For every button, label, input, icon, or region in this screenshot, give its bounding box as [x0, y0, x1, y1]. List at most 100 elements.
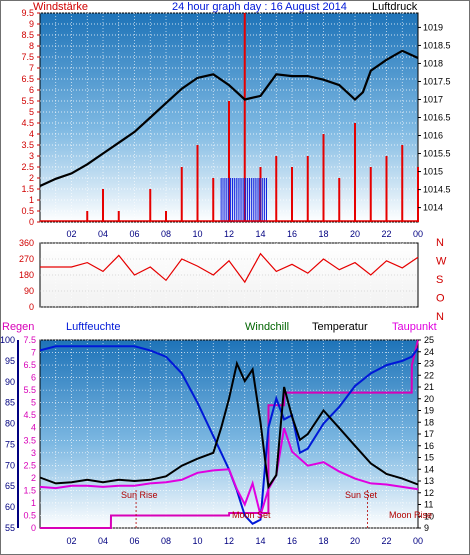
temp-tick-label: 19	[424, 406, 434, 416]
dewpoint-line	[39, 427, 419, 519]
right-tick-label: 1018	[423, 58, 443, 68]
right-tick-label: 1015	[423, 167, 443, 177]
compass-letter: N	[436, 311, 444, 323]
temp-tick-label: 10	[424, 511, 434, 521]
x-tick-label: 16	[287, 536, 297, 546]
direction-tick-label: 0	[29, 302, 34, 312]
temp-tick-label: 16	[424, 441, 434, 451]
sun-set-label: Sun Set	[345, 490, 378, 500]
left-tick-label: 9	[29, 19, 34, 29]
rain-tick-label: 5	[31, 398, 36, 408]
rain-tick-label: 4	[31, 423, 36, 433]
right-tick-label: 1015.5	[423, 149, 451, 159]
humidity-tick-label: 70	[5, 460, 15, 470]
rain-tick-label: 2	[31, 473, 36, 483]
humidity-tick-label: 75	[5, 439, 15, 449]
x-tick-label: 16	[287, 229, 297, 239]
x-tick-label: 04	[98, 536, 108, 546]
left-tick-label: 9.5	[21, 8, 34, 18]
temp-tick-label: 24	[424, 347, 434, 357]
rain-tick-label: 7	[31, 348, 36, 358]
rain-tick-label: 1.5	[23, 485, 36, 495]
windstaerke-label: Windstärke	[33, 1, 88, 13]
x-tick-label: 20	[350, 536, 360, 546]
x-tick-label: 02	[66, 536, 76, 546]
humidity-line	[39, 345, 419, 526]
x-tick-label: 06	[129, 536, 139, 546]
temp-tick-label: 25	[424, 335, 434, 345]
left-tick-label: 5.5	[21, 96, 34, 106]
left-tick-label: 0.5	[21, 206, 34, 216]
humidity-tick-label: 100	[0, 335, 15, 345]
left-tick-label: 1.5	[21, 184, 34, 194]
rain-tick-label: 5.5	[23, 385, 36, 395]
x-tick-label: 06	[129, 229, 139, 239]
temp-tick-label: 22	[424, 370, 434, 380]
x-tick-label: 08	[161, 536, 171, 546]
humidity-tick-label: 60	[5, 502, 15, 512]
left-tick-label: 4	[29, 129, 34, 139]
temp-tick-label: 23	[424, 359, 434, 369]
humidity-tick-label: 80	[5, 419, 15, 429]
temperatur-label: Temperatur	[312, 321, 368, 333]
taupunkt-label: Taupunkt	[392, 321, 437, 333]
humidity-tick-label: 95	[5, 356, 15, 366]
rain-tick-label: 2.5	[23, 460, 36, 470]
humidity-tick-label: 85	[5, 398, 15, 408]
rain-tick-label: 6	[31, 373, 36, 383]
humidity-tick-label: 90	[5, 377, 15, 387]
x-tick-label: 00	[413, 536, 423, 546]
x-tick-label: 12	[224, 536, 234, 546]
temp-tick-label: 18	[424, 417, 434, 427]
luftdruck-label: Luftdruck	[372, 1, 418, 13]
humidity-tick-label: 65	[5, 481, 15, 491]
left-tick-label: 2.5	[21, 162, 34, 172]
rain-tick-label: 3.5	[23, 435, 36, 445]
x-tick-label: 14	[255, 536, 265, 546]
rain-tick-label: 1	[31, 498, 36, 508]
regen-label: Regen	[2, 321, 34, 333]
x-tick-label: 02	[66, 229, 76, 239]
x-tick-label: 00	[413, 229, 423, 239]
direction-tick-label: 90	[24, 286, 34, 296]
x-tick-label: 14	[255, 229, 265, 239]
axis-labels: 9.598.587.576.565.554.543.532.521.510.50…	[0, 8, 451, 546]
x-tick-label: 08	[161, 229, 171, 239]
temp-tick-label: 21	[424, 382, 434, 392]
moon-set-label: Moon Set	[232, 510, 271, 520]
direction-tick-label: 180	[19, 270, 34, 280]
left-tick-label: 7	[29, 63, 34, 73]
chart-marks	[39, 13, 419, 529]
sun-rise-label: Sun Rise	[121, 490, 158, 500]
temp-tick-label: 17	[424, 429, 434, 439]
left-tick-label: 8.5	[21, 30, 34, 40]
windchill-label: Windchill	[245, 321, 289, 333]
wind-direction-line	[40, 252, 419, 284]
x-tick-label: 18	[318, 229, 328, 239]
compass-letter: W	[436, 256, 447, 268]
rain-tick-label: 0.5	[23, 510, 36, 520]
right-tick-label: 1019	[423, 22, 443, 32]
left-tick-label: 0	[29, 217, 34, 227]
rain-line	[40, 339, 419, 529]
direction-tick-label: 270	[19, 254, 34, 264]
temp-tick-label: 12	[424, 488, 434, 498]
x-tick-label: 12	[224, 229, 234, 239]
right-tick-label: 1016	[423, 131, 443, 141]
left-tick-label: 7.5	[21, 52, 34, 62]
temp-tick-label: 15	[424, 453, 434, 463]
temp-tick-label: 20	[424, 394, 434, 404]
left-tick-label: 6	[29, 85, 34, 95]
right-tick-label: 1014.5	[423, 185, 451, 195]
left-tick-label: 8	[29, 41, 34, 51]
rain-tick-label: 4.5	[23, 410, 36, 420]
right-tick-label: 1016.5	[423, 113, 451, 123]
x-tick-label: 22	[381, 229, 391, 239]
wind-bars	[40, 13, 419, 222]
x-tick-label: 22	[381, 536, 391, 546]
left-tick-label: 3.5	[21, 140, 34, 150]
right-tick-label: 1017.5	[423, 76, 451, 86]
compass-letter: O	[436, 293, 445, 305]
